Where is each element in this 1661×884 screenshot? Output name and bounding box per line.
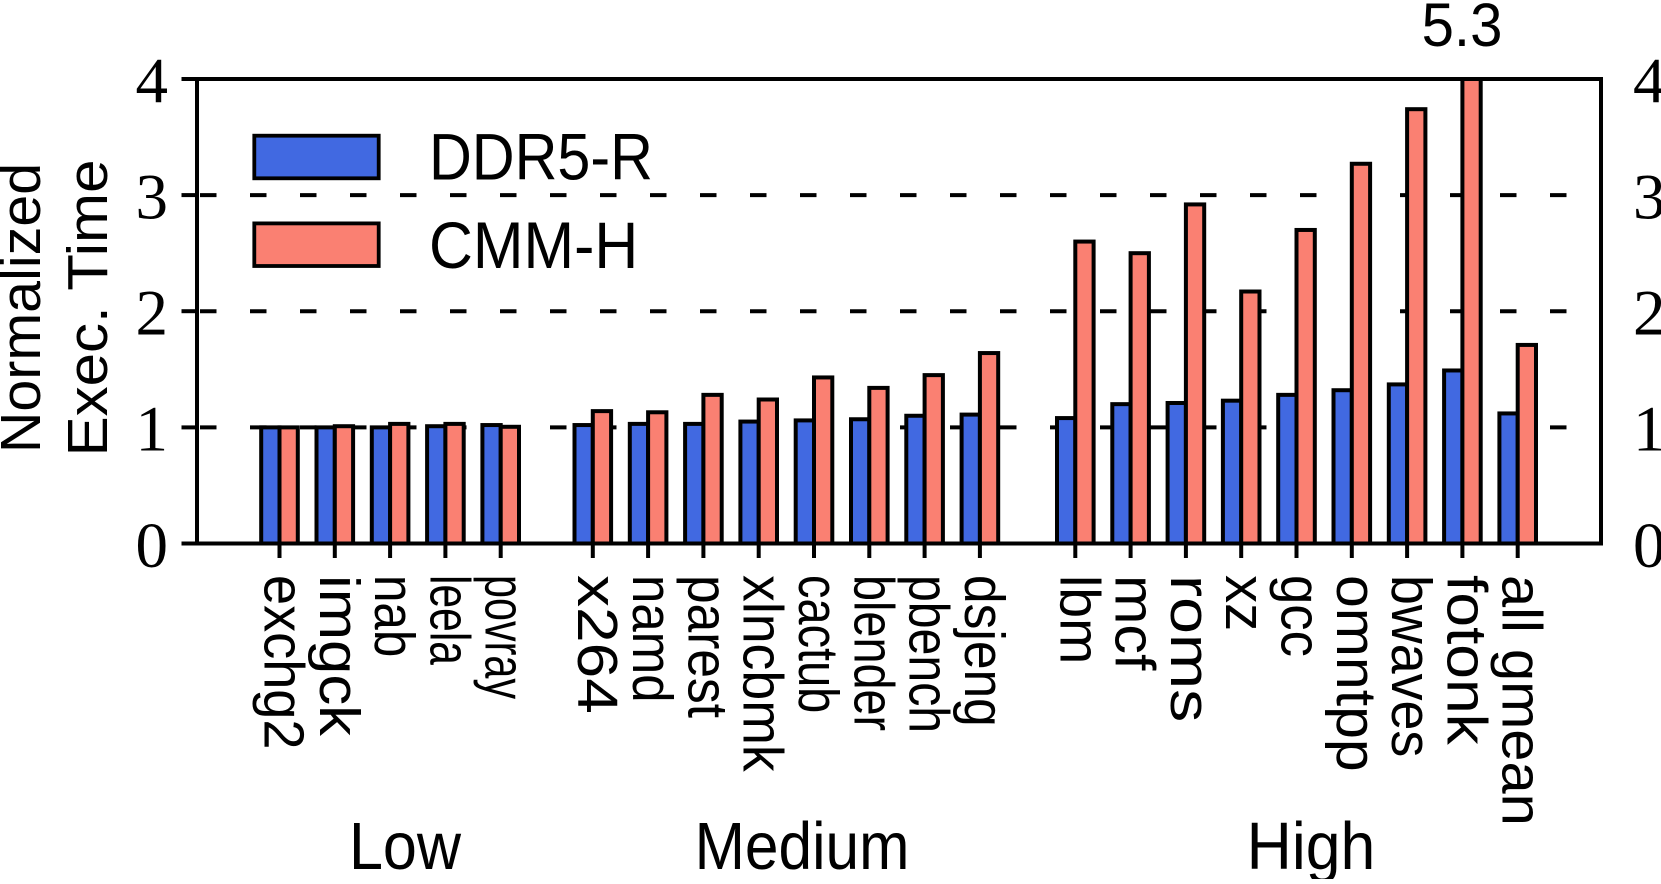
- svg-text:High: High: [1247, 810, 1376, 879]
- svg-text:xlncbmk: xlncbmk: [731, 575, 795, 772]
- svg-text:exchg2: exchg2: [252, 575, 316, 750]
- svg-text:fotonk: fotonk: [1434, 575, 1498, 745]
- svg-text:4: 4: [136, 45, 169, 117]
- svg-text:bwaves: bwaves: [1379, 575, 1443, 757]
- svg-text:1: 1: [1633, 394, 1661, 466]
- svg-text:3: 3: [136, 161, 169, 233]
- svg-text:Normalized: Normalized: [0, 163, 53, 453]
- svg-text:Medium: Medium: [695, 810, 910, 879]
- svg-text:leela: leela: [417, 575, 481, 665]
- svg-text:omntpp: omntpp: [1324, 575, 1388, 772]
- svg-text:blender: blender: [841, 575, 905, 731]
- svg-text:xz: xz: [1213, 575, 1277, 631]
- svg-text:dsjeng: dsjeng: [952, 575, 1016, 727]
- svg-text:Exec. Time: Exec. Time: [56, 160, 120, 457]
- svg-text:parest: parest: [675, 575, 739, 718]
- svg-text:0: 0: [1633, 510, 1661, 582]
- svg-text:CMM-H: CMM-H: [429, 208, 638, 282]
- svg-text:nab: nab: [362, 575, 426, 657]
- svg-text:2: 2: [136, 278, 169, 350]
- svg-text:3: 3: [1633, 161, 1661, 233]
- svg-text:1: 1: [136, 394, 169, 466]
- svg-text:pbench: pbench: [897, 575, 961, 733]
- svg-text:lbm: lbm: [1047, 575, 1111, 664]
- svg-text:namd: namd: [620, 575, 684, 703]
- svg-text:4: 4: [1633, 45, 1661, 117]
- svg-text:mcf: mcf: [1103, 575, 1167, 671]
- svg-text:x264: x264: [565, 575, 629, 714]
- svg-text:gcc: gcc: [1269, 575, 1333, 657]
- svg-text:povray: povray: [473, 575, 537, 699]
- svg-text:0: 0: [136, 510, 169, 582]
- svg-text:Low: Low: [349, 810, 462, 879]
- svg-text:5.3: 5.3: [1422, 0, 1503, 60]
- svg-text:all gmean: all gmean: [1490, 575, 1554, 826]
- svg-text:2: 2: [1633, 278, 1661, 350]
- svg-text:DDR5-R: DDR5-R: [429, 120, 653, 194]
- svg-text:roms: roms: [1158, 575, 1222, 722]
- svg-text:cactub: cactub: [786, 575, 850, 713]
- svg-text:imgck: imgck: [307, 575, 371, 737]
